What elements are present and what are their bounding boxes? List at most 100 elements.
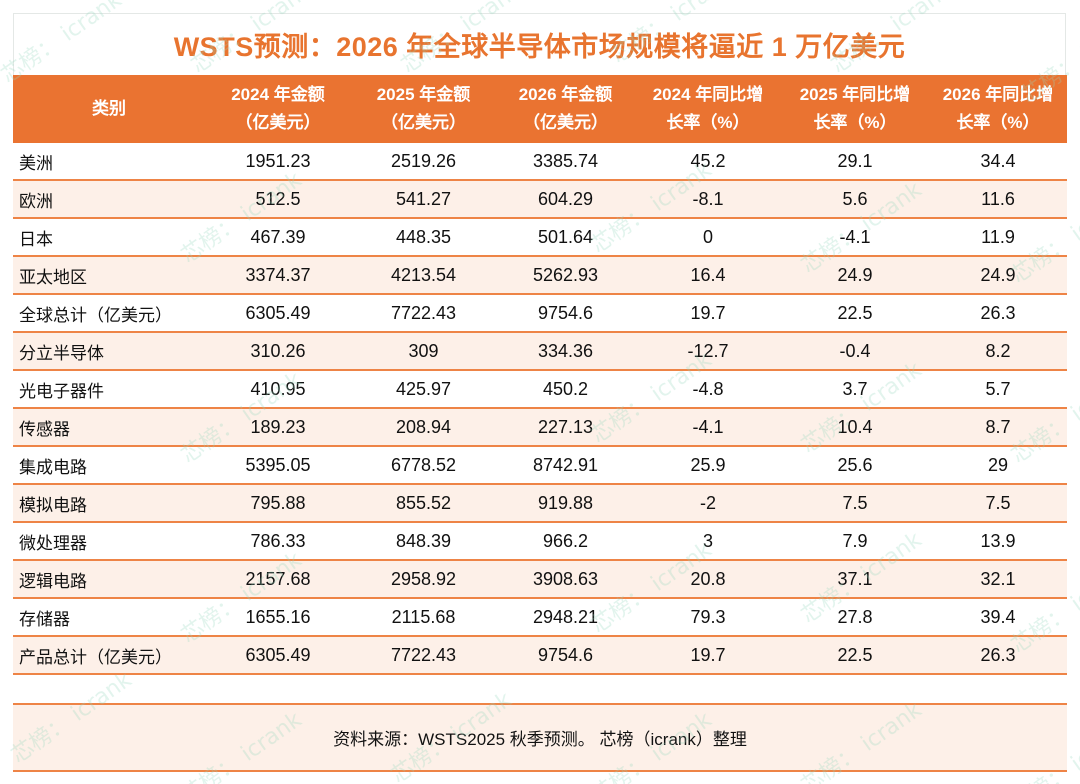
category-cell: 日本 xyxy=(13,218,205,257)
table-row: 光电子器件 410.95 425.97 450.2 -4.8 3.7 5.7 xyxy=(13,370,1067,409)
header-2026-amount: 2026 年金额 （亿美元） xyxy=(496,75,635,143)
amount-2024-cell: 310.26 xyxy=(205,332,351,371)
amount-2025-cell: 425.97 xyxy=(351,370,496,409)
amount-2025-cell: 2958.92 xyxy=(351,560,496,599)
header-2025-amount: 2025 年金额 （亿美元） xyxy=(351,75,496,143)
growth-2026-cell: 26.3 xyxy=(929,636,1067,675)
growth-2025-cell: 27.8 xyxy=(781,598,929,637)
table-row: 集成电路 5395.05 6778.52 8742.91 25.9 25.6 29 xyxy=(13,446,1067,485)
header-row: 类别 2024 年金额 （亿美元） 2025 年金额 （亿美元） 2026 年金额（… xyxy=(13,75,1067,143)
table-row: 日本 467.39 448.35 501.64 0 -4.1 11.9 xyxy=(13,218,1067,257)
amount-2026-cell: 334.36 xyxy=(496,332,635,371)
growth-2024-cell: -12.7 xyxy=(635,332,781,371)
growth-2026-cell: 24.9 xyxy=(929,256,1067,295)
growth-2025-cell: 5.6 xyxy=(781,180,929,219)
amount-2025-cell: 208.94 xyxy=(351,408,496,447)
growth-2025-cell: -4.1 xyxy=(781,218,929,257)
amount-2024-cell: 3374.37 xyxy=(205,256,351,295)
amount-2026-cell: 3908.63 xyxy=(496,560,635,599)
amount-2025-cell: 7722.43 xyxy=(351,294,496,333)
category-cell: 模拟电路 xyxy=(13,484,205,523)
amount-2026-cell: 9754.6 xyxy=(496,294,635,333)
growth-2024-cell: 25.9 xyxy=(635,446,781,485)
category-cell: 欧洲 xyxy=(13,180,205,219)
table-row: 存储器 1655.16 2115.68 2948.21 79.3 27.8 39.4 xyxy=(13,598,1067,637)
table-body: 美洲 1951.23 2519.26 3385.74 45.2 29.1 34.4 欧洲 512… xyxy=(13,143,1067,675)
amount-2024-cell: 189.23 xyxy=(205,408,351,447)
growth-2026-cell: 11.6 xyxy=(929,180,1067,219)
category-cell: 存储器 xyxy=(13,598,205,637)
page-title: WSTS预测：2026 年全球半导体市场规模将逼近 1 万亿美元 xyxy=(173,32,906,62)
amount-2025-cell: 6778.52 xyxy=(351,446,496,485)
table-row: 美洲 1951.23 2519.26 3385.74 45.2 29.1 34.4 xyxy=(13,143,1067,181)
amount-2025-cell: 855.52 xyxy=(351,484,496,523)
category-cell: 美洲 xyxy=(13,143,205,181)
amount-2024-cell: 410.95 xyxy=(205,370,351,409)
amount-2024-cell: 786.33 xyxy=(205,522,351,561)
growth-2024-cell: 20.8 xyxy=(635,560,781,599)
category-cell: 全球总计（亿美元） xyxy=(13,294,205,333)
table-row: 产品总计（亿美元） 6305.49 7722.43 9754.6 19.7 22.5 26.… xyxy=(13,636,1067,675)
amount-2025-cell: 2115.68 xyxy=(351,598,496,637)
amount-2026-cell: 227.13 xyxy=(496,408,635,447)
growth-2024-cell: -2 xyxy=(635,484,781,523)
growth-2025-cell: 7.9 xyxy=(781,522,929,561)
table-row: 亚太地区 3374.37 4213.54 5262.93 16.4 24.9 24.9 xyxy=(13,256,1067,295)
growth-2026-cell: 34.4 xyxy=(929,143,1067,181)
source-footer: 资料来源：WSTS2025 秋季预测。 芯榜（icrank）整理 xyxy=(13,703,1067,772)
category-cell: 逻辑电路 xyxy=(13,560,205,599)
amount-2026-cell: 5262.93 xyxy=(496,256,635,295)
growth-2026-cell: 26.3 xyxy=(929,294,1067,333)
growth-2025-cell: 24.9 xyxy=(781,256,929,295)
table-row: 全球总计（亿美元） 6305.49 7722.43 9754.6 19.7 22.5 26.… xyxy=(13,294,1067,333)
growth-2024-cell: 19.7 xyxy=(635,294,781,333)
growth-2024-cell: 45.2 xyxy=(635,143,781,181)
amount-2024-cell: 512.5 xyxy=(205,180,351,219)
growth-2025-cell: 7.5 xyxy=(781,484,929,523)
growth-2026-cell: 13.9 xyxy=(929,522,1067,561)
category-cell: 传感器 xyxy=(13,408,205,447)
amount-2024-cell: 2157.68 xyxy=(205,560,351,599)
growth-2024-cell: 16.4 xyxy=(635,256,781,295)
growth-2024-cell: 19.7 xyxy=(635,636,781,675)
amount-2026-cell: 3385.74 xyxy=(496,143,635,181)
table-row: 微处理器 786.33 848.39 966.2 3 7.9 13.9 xyxy=(13,522,1067,561)
amount-2026-cell: 966.2 xyxy=(496,522,635,561)
growth-2025-cell: 3.7 xyxy=(781,370,929,409)
growth-2024-cell: 0 xyxy=(635,218,781,257)
source-note: 资料来源：WSTS2025 秋季预测。 芯榜（icrank）整理 xyxy=(333,730,747,749)
growth-2024-cell: 3 xyxy=(635,522,781,561)
amount-2026-cell: 604.29 xyxy=(496,180,635,219)
table-row: 模拟电路 795.88 855.52 919.88 -2 7.5 7.5 xyxy=(13,484,1067,523)
table-row: 欧洲 512.5 541.27 604.29 -8.1 5.6 11.6 xyxy=(13,180,1067,219)
amount-2026-cell: 450.2 xyxy=(496,370,635,409)
header-2026-growth: 2026 年同比增 长率（%） xyxy=(929,75,1067,143)
table-header: 类别 2024 年金额 （亿美元） 2025 年金额 （亿美元） 2026 年金额（… xyxy=(13,75,1067,143)
growth-2025-cell: 10.4 xyxy=(781,408,929,447)
amount-2024-cell: 1951.23 xyxy=(205,143,351,181)
growth-2024-cell: -4.8 xyxy=(635,370,781,409)
growth-2024-cell: -4.1 xyxy=(635,408,781,447)
growth-2025-cell: 22.5 xyxy=(781,294,929,333)
amount-2024-cell: 5395.05 xyxy=(205,446,351,485)
amount-2024-cell: 1655.16 xyxy=(205,598,351,637)
semiconductor-forecast-table: 类别 2024 年金额 （亿美元） 2025 年金额 （亿美元） 2026 年金额（… xyxy=(13,75,1067,675)
table-row: 逻辑电路 2157.68 2958.92 3908.63 20.8 37.1 32.1 xyxy=(13,560,1067,599)
growth-2025-cell: 25.6 xyxy=(781,446,929,485)
growth-2025-cell: 29.1 xyxy=(781,143,929,181)
growth-2025-cell: 22.5 xyxy=(781,636,929,675)
category-cell: 微处理器 xyxy=(13,522,205,561)
amount-2025-cell: 4213.54 xyxy=(351,256,496,295)
category-cell: 集成电路 xyxy=(13,446,205,485)
amount-2024-cell: 6305.49 xyxy=(205,636,351,675)
amount-2026-cell: 2948.21 xyxy=(496,598,635,637)
amount-2024-cell: 6305.49 xyxy=(205,294,351,333)
growth-2025-cell: -0.4 xyxy=(781,332,929,371)
amount-2025-cell: 448.35 xyxy=(351,218,496,257)
amount-2026-cell: 919.88 xyxy=(496,484,635,523)
amount-2026-cell: 501.64 xyxy=(496,218,635,257)
amount-2024-cell: 795.88 xyxy=(205,484,351,523)
category-cell: 产品总计（亿美元） xyxy=(13,636,205,675)
header-2024-growth: 2024 年同比增 长率（%） xyxy=(635,75,781,143)
